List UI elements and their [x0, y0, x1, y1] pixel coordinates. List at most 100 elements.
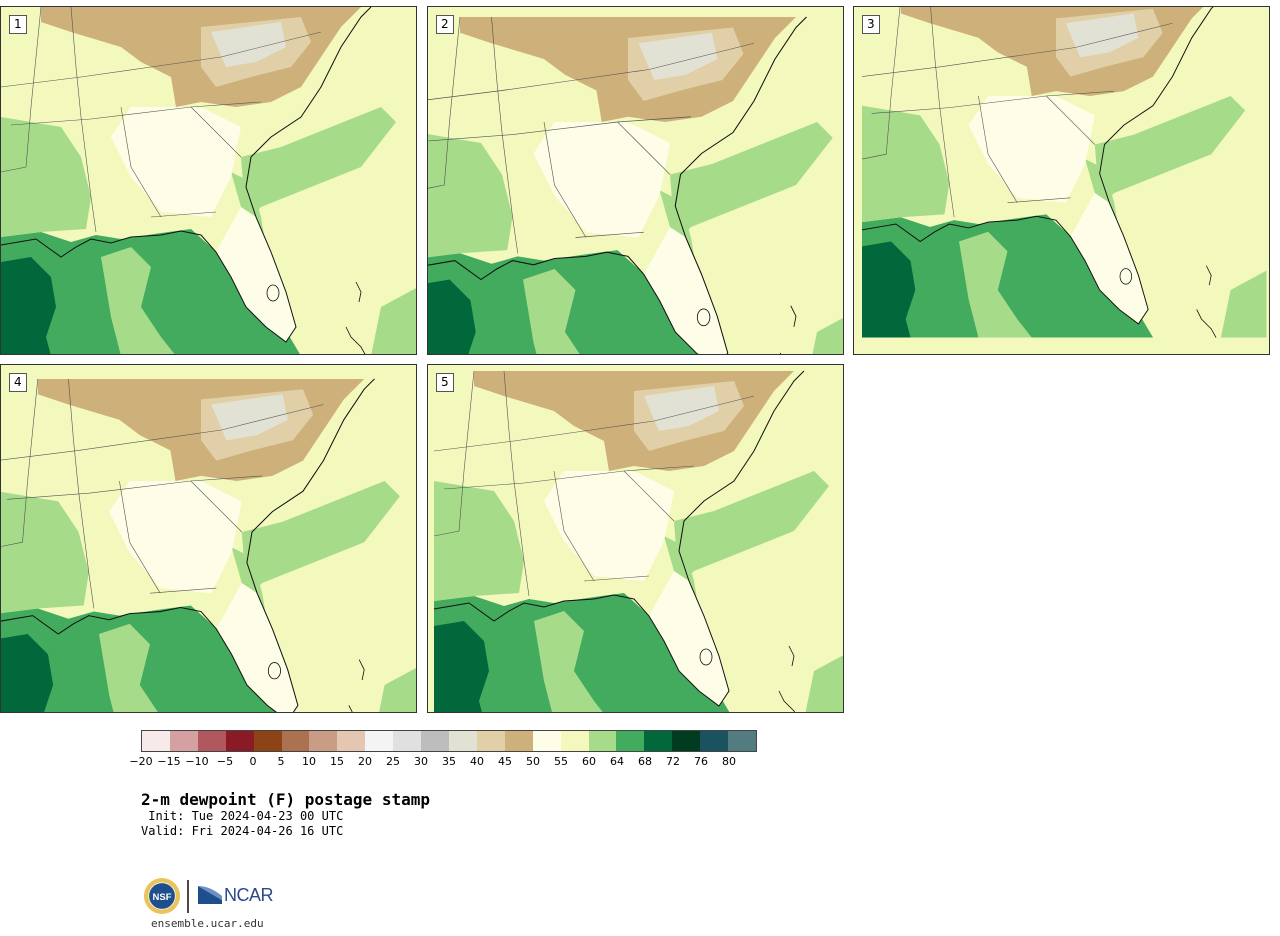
colorbar-tick-label: 30: [414, 755, 428, 768]
colorbar-tick-label: 20: [358, 755, 372, 768]
state-border: [1046, 95, 1096, 145]
colorbar-tick-label: −10: [185, 755, 209, 768]
atlantic-moist-region: [1094, 96, 1246, 208]
bahamas-outline: [348, 705, 353, 712]
state-border: [861, 7, 901, 160]
interior-cream-region: [968, 96, 1095, 203]
panel-label-4: 4: [9, 373, 27, 392]
nsf-logo-text: NSF: [153, 892, 172, 903]
colorbar-swatch: [700, 731, 729, 751]
colorbar-tick-label: 0: [249, 755, 257, 768]
coastline: [1, 7, 372, 343]
colorbar-swatch: [728, 731, 756, 751]
state-border: [491, 16, 519, 254]
southeast-moist-region: [805, 655, 843, 712]
colorbar-tick-label: 64: [610, 755, 624, 768]
colorbar-swatch: [225, 731, 254, 751]
west-moist-region: [428, 134, 513, 258]
coastline: [433, 370, 805, 707]
coastline: [428, 16, 807, 354]
bahamas-outline: [778, 690, 796, 712]
west-moist-region: [862, 105, 950, 223]
colorbar-tick-label: 55: [554, 755, 568, 768]
state-border: [150, 211, 217, 218]
interior-cream-region: [533, 121, 670, 238]
state-border: [428, 42, 755, 101]
mountain-very-dry-region: [638, 32, 718, 80]
state-border: [1, 378, 39, 547]
colorbar-swatch: [588, 731, 617, 751]
atlantic-moist-region: [241, 481, 400, 599]
postage-stamp-panel-4: 4: [0, 364, 417, 713]
panel-label-3: 3: [862, 15, 880, 34]
colorbar-tick-label: 35: [442, 755, 456, 768]
atlantic-moist-region: [241, 107, 396, 222]
state-border: [575, 231, 644, 238]
panel-label-5: 5: [436, 373, 454, 392]
gulf-moist-region: [434, 593, 730, 712]
state-border: [583, 575, 650, 582]
panel-label-1: 1: [9, 15, 27, 34]
colorbar-swatch: [253, 731, 282, 751]
state-border: [617, 121, 671, 175]
ncar-logo-text: NCAR: [224, 885, 274, 905]
colorbar-tick-labels: −20 −15 −10 −5 0 5 10 15 20 25 30 35 40 45 50 55 60 64 68 7…: [129, 755, 757, 769]
dewpoint-map-2: [428, 16, 843, 354]
southeast-moist-region: [812, 317, 843, 354]
colorbar-tick-label: 5: [277, 755, 285, 768]
state-border: [1, 31, 322, 88]
state-border: [1007, 197, 1071, 203]
mountain-very-dry-region: [1065, 13, 1139, 58]
colorbar-swatch: [560, 731, 589, 751]
mountain-very-dry-region: [211, 394, 288, 441]
west-moist-region: [1, 117, 91, 237]
state-border: [623, 470, 675, 522]
florida-region: [649, 571, 729, 706]
colorbar-swatch: [532, 731, 561, 751]
coastline: [1, 378, 375, 712]
state-border: [119, 480, 161, 594]
interior-cream-region: [109, 481, 242, 594]
state-border: [930, 7, 955, 218]
state-border: [871, 90, 1115, 114]
nsf-logo-icon: NSF: [143, 877, 181, 915]
state-border: [433, 370, 475, 537]
state-border: [428, 16, 461, 189]
colorbar-tick-label: 68: [638, 755, 652, 768]
state-border: [70, 7, 97, 233]
colorbar-swatch: [476, 731, 505, 751]
state-border: [1, 7, 42, 173]
bahamas-outline: [1196, 309, 1217, 338]
lake-okeechobee: [1119, 268, 1133, 285]
colorbar-swatch: [421, 731, 449, 751]
postage-stamp-panel-1: 1: [0, 6, 417, 355]
dewpoint-colorbar: [141, 730, 757, 752]
florida-region: [1070, 193, 1149, 324]
colorbar-swatch: [337, 731, 366, 751]
colorbar-tick-label: 80: [722, 755, 736, 768]
state-border: [10, 101, 262, 126]
gulf-very-moist-region: [428, 279, 476, 354]
state-border: [1, 404, 324, 461]
colorbar-swatch: [309, 731, 338, 751]
lake-okeechobee: [267, 662, 281, 680]
gulf-band-region: [959, 231, 1032, 338]
mountain-very-dry-region: [644, 386, 719, 431]
footer-url: ensemble.ucar.edu: [151, 917, 264, 930]
state-border: [7, 475, 263, 500]
bahamas-outline: [345, 326, 366, 354]
state-border: [861, 22, 1173, 77]
bahamas-outline: [790, 305, 797, 327]
coastline: [861, 7, 1214, 325]
colorbar-swatch: [504, 731, 533, 751]
colorbar-tick-label: −5: [216, 755, 234, 768]
interior-cream-region: [111, 107, 241, 217]
southeast-moist-region: [371, 288, 416, 354]
colorbar-tick-label: 40: [470, 755, 484, 768]
dewpoint-map-1: [1, 7, 416, 354]
bahamas-outline: [358, 659, 365, 680]
colorbar-tick-label: 25: [386, 755, 400, 768]
state-border: [68, 378, 95, 609]
colorbar-swatch: [365, 731, 394, 751]
colorbar-tick-label: 60: [582, 755, 596, 768]
